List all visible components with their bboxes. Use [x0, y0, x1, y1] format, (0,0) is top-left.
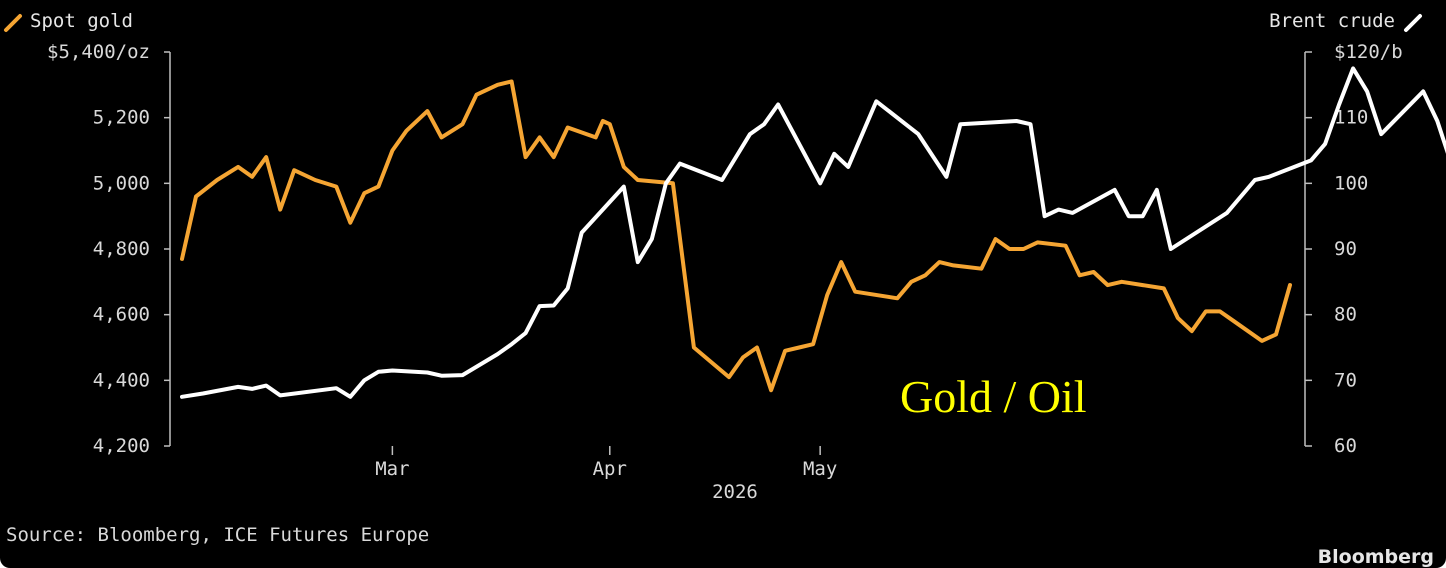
right-tick-label: 100	[1334, 172, 1368, 194]
right-tick-label: 60	[1334, 435, 1357, 457]
left-tick-label: 4,200	[93, 435, 150, 457]
left-tick-label: 5,200	[93, 107, 150, 129]
right-tick-label: $120/b	[1334, 41, 1403, 63]
overlay-annotation: Gold / Oil	[900, 371, 1087, 422]
right-tick-label: 90	[1334, 238, 1357, 260]
brent-crude-line	[180, 66, 1446, 399]
x-tick-label: Mar	[375, 458, 409, 480]
year-label: 2026	[712, 481, 758, 503]
left-tick-label: 4,800	[93, 238, 150, 260]
left-tick-label: 4,400	[93, 369, 150, 391]
right-y-axis: $120/b 110 100 90 80 70 60	[1304, 41, 1403, 457]
left-y-axis: $5,400/oz 5,200 5,000 4,800 4,600 4,400 4,200	[47, 41, 171, 457]
bloomberg-logo: Bloomberg	[1318, 546, 1434, 568]
gold-legend-icon	[4, 14, 22, 32]
spot-gold-line	[180, 79, 1292, 393]
legend-oil: Brent crude	[1269, 10, 1422, 32]
legend-gold: Spot gold	[4, 10, 133, 32]
legend-oil-label: Brent crude	[1269, 10, 1395, 32]
x-axis: Mar Apr May	[375, 446, 837, 480]
source-note: Source: Bloomberg, ICE Futures Europe	[6, 524, 429, 546]
left-tick-label: 4,600	[93, 304, 150, 326]
series-layer	[180, 66, 1446, 399]
right-tick-label: 80	[1334, 304, 1357, 326]
left-tick-label: $5,400/oz	[47, 41, 150, 63]
right-tick-label: 110	[1334, 107, 1368, 129]
x-tick-label: Apr	[593, 458, 627, 480]
legend-gold-label: Spot gold	[30, 10, 133, 32]
oil-legend-icon	[1404, 14, 1422, 32]
left-tick-label: 5,000	[93, 172, 150, 194]
right-tick-label: 70	[1334, 369, 1357, 391]
x-tick-label: May	[803, 458, 837, 480]
